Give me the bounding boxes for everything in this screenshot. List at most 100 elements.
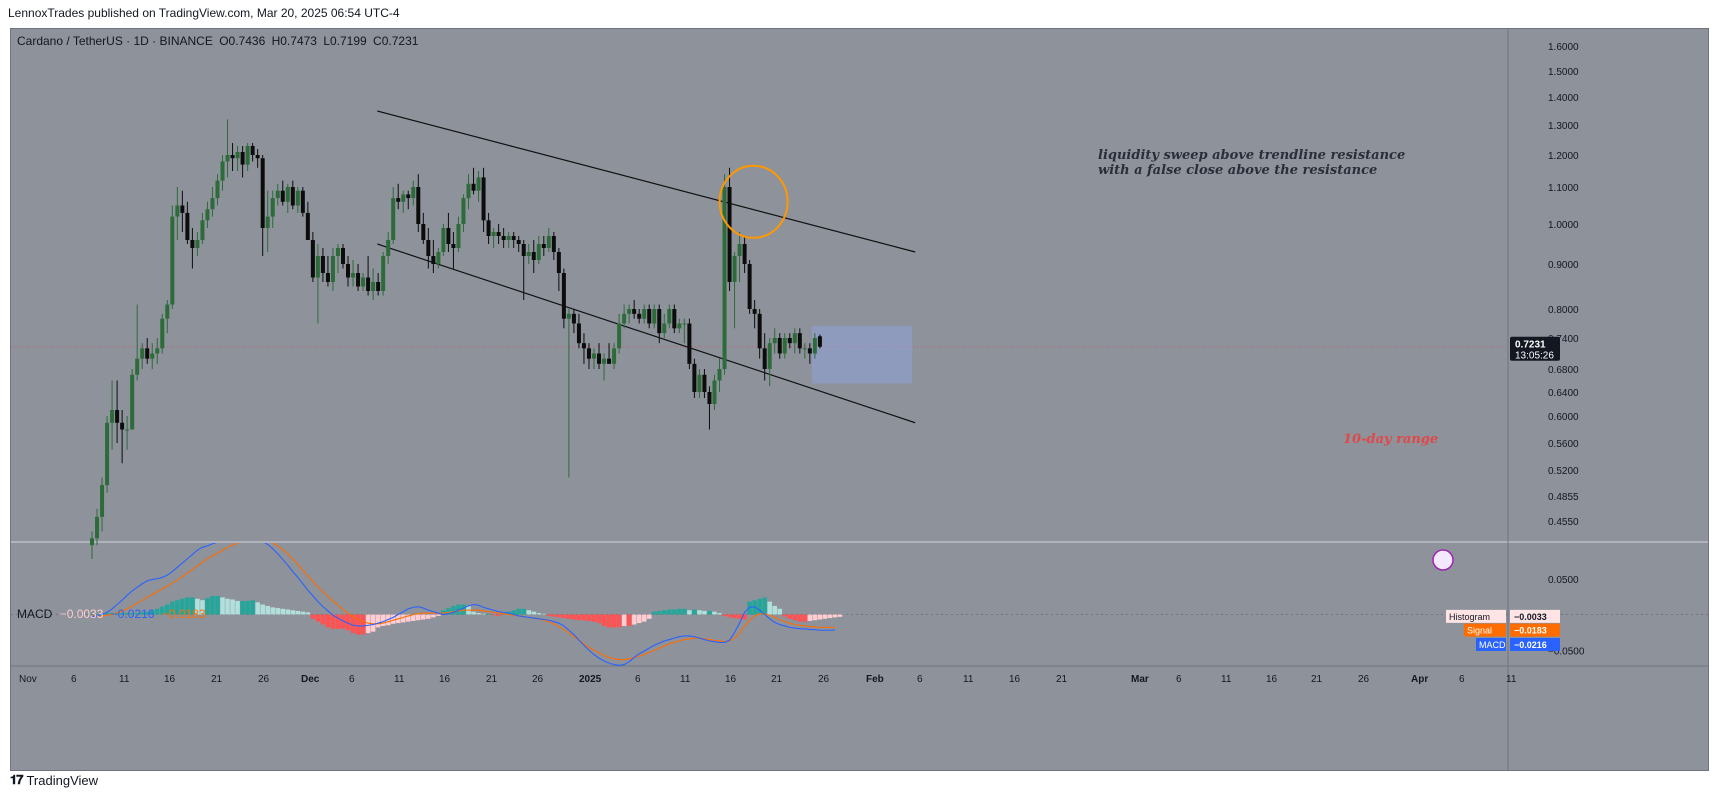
macd-histogram-bar xyxy=(129,613,135,615)
candle-body xyxy=(300,190,305,213)
macd-histogram-bar xyxy=(240,600,245,615)
macd-histogram-bar xyxy=(511,610,516,615)
sweep-annotation-line1[interactable]: liquidity sweep above trendline resistan… xyxy=(1098,148,1406,163)
macd-histogram-bar xyxy=(837,614,843,617)
candle-body xyxy=(115,410,120,423)
candle-body xyxy=(732,256,737,282)
sweep-annotation-line2[interactable]: with a false close above the resistance xyxy=(1098,163,1378,178)
macd-legend-signal: −0.0183 xyxy=(161,607,206,621)
candle-body xyxy=(561,273,566,319)
chart-canvas[interactable]: 1.6000 1.5000 1.4000 1.3000 1.2000 1.1000 1.00… xyxy=(11,29,1708,770)
histogram-value-badge xyxy=(1510,609,1560,623)
macd-histogram-bar xyxy=(390,614,396,624)
macd-histogram-bar xyxy=(481,613,486,615)
candle-body xyxy=(647,309,652,324)
macd-histogram-bar xyxy=(737,614,742,619)
candle-body xyxy=(576,323,581,344)
time-tick-label: 26 xyxy=(258,674,270,685)
candle-body xyxy=(652,309,657,324)
symbol-name[interactable]: Cardano / TetherUS · 1D · BINANCE xyxy=(17,34,213,48)
macd-histogram-bar xyxy=(661,610,667,615)
time-tick-label: 26 xyxy=(1358,674,1370,685)
candle-body xyxy=(551,236,556,252)
candle-body xyxy=(170,216,175,305)
candle-body xyxy=(436,252,441,264)
candle-body xyxy=(185,212,190,240)
candle-body xyxy=(807,348,812,354)
tradingview-logo-icon: 𝟏𝟕 xyxy=(10,772,24,787)
macd-histogram-bar xyxy=(210,595,215,615)
macd-histogram-bar xyxy=(310,614,316,619)
range-annotation[interactable]: 10-day range xyxy=(1343,432,1439,447)
candle-body xyxy=(777,338,782,354)
candle-body xyxy=(290,187,295,206)
price-tick-label: 1.0000 xyxy=(1548,220,1579,231)
candle-body xyxy=(95,516,100,539)
macd-histogram-bar xyxy=(606,614,612,628)
candle-body xyxy=(622,313,627,324)
candle-body xyxy=(366,277,371,291)
macd-histogram-bar xyxy=(526,610,532,615)
macd-histogram-bar xyxy=(315,614,321,622)
candle-body xyxy=(235,152,240,159)
chart-pane[interactable]: 1.6000 1.5000 1.4000 1.3000 1.2000 1.1000 1.00… xyxy=(10,28,1709,771)
macd-histogram-bar xyxy=(476,613,481,615)
macd-tick-label: −0.0500 xyxy=(1548,646,1585,657)
time-tick-label: 6 xyxy=(349,674,355,685)
candle-body xyxy=(140,348,145,359)
candle-body xyxy=(265,216,270,228)
candle-body xyxy=(672,309,677,329)
histogram-label-text: Histogram xyxy=(1449,612,1490,622)
macd-histogram-bar xyxy=(260,604,265,615)
candle-body xyxy=(486,220,491,236)
trendline-lower xyxy=(377,243,916,424)
candle-body xyxy=(581,343,586,349)
price-tick-label: 0.7400 xyxy=(1548,334,1579,345)
macd-histogram-bar xyxy=(265,605,270,615)
candle-body xyxy=(677,323,682,329)
candle-body xyxy=(310,240,315,278)
macd-histogram-bar xyxy=(521,608,527,615)
candle-body xyxy=(245,146,250,165)
candle-body xyxy=(782,338,787,354)
macd-histogram-bar xyxy=(692,609,697,615)
candle-body xyxy=(657,309,662,334)
candle-body xyxy=(607,358,612,364)
price-tick-label: 1.5000 xyxy=(1548,67,1579,78)
candle-body xyxy=(270,198,275,217)
candle-body xyxy=(752,309,757,314)
macd-histogram-bar xyxy=(270,607,276,615)
candle-body xyxy=(451,244,456,248)
time-tick-label: 6 xyxy=(71,674,77,685)
candle-body xyxy=(747,264,752,309)
candle-body xyxy=(145,348,150,359)
time-tick-label: 21 xyxy=(211,674,223,685)
candle-body xyxy=(496,232,501,236)
candle-body xyxy=(386,240,391,256)
candle-body xyxy=(295,190,300,206)
macd-histogram-bar xyxy=(456,604,461,615)
time-tick-label: 11 xyxy=(963,674,974,685)
macd-histogram-bar xyxy=(792,614,798,621)
price-tick-label: 0.6000 xyxy=(1548,412,1579,423)
macd-histogram-bar xyxy=(360,614,366,635)
candle-body xyxy=(712,380,717,404)
macd-histogram-bar xyxy=(581,614,587,621)
signal-label-badge xyxy=(1464,623,1506,637)
histogram-value-text: −0.0033 xyxy=(1514,612,1547,622)
macd-histogram-bar xyxy=(416,614,421,621)
candle-body xyxy=(642,309,647,319)
candle-body xyxy=(476,177,481,191)
macd-histogram-bar xyxy=(109,613,115,615)
candle-body xyxy=(285,187,290,202)
time-tick-label: Dec xyxy=(301,674,320,685)
candle-body xyxy=(541,244,546,248)
time-tick-label: 21 xyxy=(1056,674,1068,685)
candle-body xyxy=(396,198,401,202)
time-tick-label: 16 xyxy=(1266,674,1278,685)
candle-body xyxy=(682,323,687,325)
macd-legend-label[interactable]: MACD xyxy=(17,607,53,621)
macd-histogram-bar xyxy=(124,613,130,615)
candle-body xyxy=(521,244,526,256)
candle-body xyxy=(250,146,255,155)
